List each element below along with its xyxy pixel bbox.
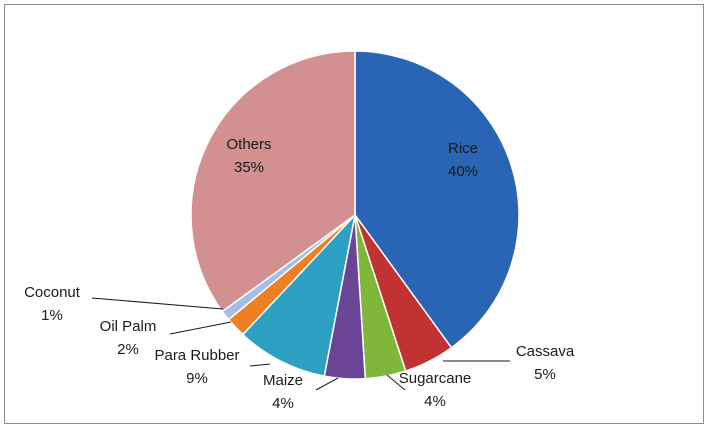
leader-line-para-rubber: [249, 363, 271, 367]
slice-percent-coconut: 1%: [41, 307, 63, 324]
slice-percent-sugarcane: 4%: [424, 393, 446, 410]
pie-slice-para-rubber: [241, 212, 357, 377]
slice-percent-cassava: 5%: [534, 366, 556, 383]
pie-slice-others: [190, 50, 356, 313]
slice-percent-para-rubber: 9%: [186, 370, 208, 387]
leader-line-coconut: [91, 297, 224, 310]
slice-percent-oil-palm: 2%: [117, 341, 139, 358]
slice-label-sugarcane: Sugarcane: [399, 370, 472, 387]
slice-label-oil-palm: Oil Palm: [100, 318, 157, 335]
leader-line-sugarcane: [386, 374, 406, 391]
pie-slice-rice: [354, 50, 520, 349]
slice-percent-rice: 40%: [448, 163, 478, 180]
slice-percent-others: 35%: [234, 159, 264, 176]
slice-label-others: Others: [226, 136, 271, 153]
slice-label-cassava: Cassava: [516, 343, 575, 360]
slice-label-rice: Rice: [448, 140, 478, 157]
slice-label-coconut: Coconut: [24, 284, 81, 301]
slice-label-para-rubber: Para Rubber: [154, 347, 239, 364]
leader-line-maize: [315, 377, 339, 391]
leader-line-oil-palm: [169, 321, 232, 335]
slice-percent-maize: 4%: [272, 395, 294, 412]
slice-label-maize: Maize: [263, 372, 303, 389]
